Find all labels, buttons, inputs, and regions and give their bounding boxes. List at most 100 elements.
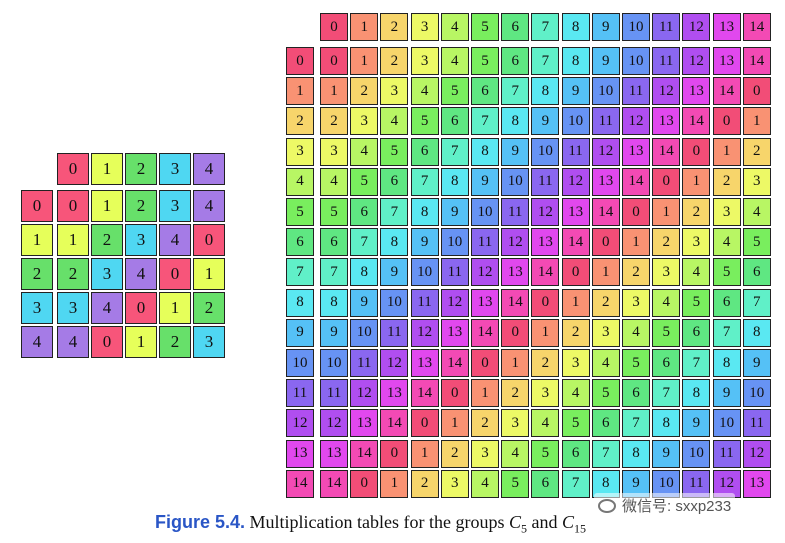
c15-table-cell: 1 <box>712 137 741 166</box>
caption-conjunction: and <box>531 512 558 532</box>
c15-table-cell: 2 <box>410 469 439 498</box>
c15-table-cell: 10 <box>320 349 348 377</box>
c15-table-cell: 11 <box>591 107 620 136</box>
c15-table-cell: 4 <box>531 409 560 438</box>
c5-column-header: 2 <box>125 153 157 185</box>
c15-table-cell: 13 <box>652 107 681 136</box>
c15-table-cell: 2 <box>622 258 650 287</box>
c15-table-cell: 6 <box>531 469 560 498</box>
c15-table-cell: 0 <box>440 379 469 408</box>
c15-table-cell: 6 <box>501 47 530 75</box>
c15-table-cell: 2 <box>320 107 348 136</box>
c5-table-cell: 3 <box>91 258 123 290</box>
c5-table-cell: 0 <box>91 326 123 358</box>
c15-table-cell: 2 <box>561 318 590 347</box>
c15-table-cell: 14 <box>501 288 530 317</box>
c15-table-cell: 0 <box>682 137 711 166</box>
c15-table-cell: 2 <box>380 47 409 75</box>
c15-column-header: 9 <box>591 13 620 41</box>
c15-table-cell: 9 <box>742 349 771 377</box>
c15-row-header: 6 <box>286 228 314 257</box>
c15-table-cell: 3 <box>471 439 499 468</box>
c15-table-cell: 8 <box>471 137 499 166</box>
c5-table-cell: 3 <box>57 292 89 324</box>
c15-table-cell: 13 <box>501 258 530 287</box>
c15-table-cell: 1 <box>501 349 530 377</box>
c15-table-cell: 10 <box>350 318 379 347</box>
c5-table-cell: 2 <box>91 224 123 256</box>
c15-table-cell: 5 <box>682 288 711 317</box>
c15-table-cell: 2 <box>742 137 771 166</box>
c15-table-cell: 3 <box>652 258 681 287</box>
c15-table-cell: 7 <box>531 47 560 75</box>
c15-table-cell: 13 <box>561 198 590 226</box>
c15-table-cell: 0 <box>652 167 681 196</box>
c15-row-header: 9 <box>286 318 314 347</box>
c5-table-cell: 1 <box>193 258 225 290</box>
c5-column-header: 1 <box>91 153 123 185</box>
c15-table-cell: 1 <box>531 318 560 347</box>
c15-table-cell: 10 <box>440 228 469 257</box>
c15-table-cell: 13 <box>531 228 560 257</box>
watermark: 微信号: sxxp233 <box>594 493 736 518</box>
c15-table-cell: 13 <box>471 288 499 317</box>
c15-table-cell: 5 <box>440 77 469 106</box>
c15-table-cell: 1 <box>622 228 650 257</box>
c15-table-cell: 6 <box>440 107 469 136</box>
c5-table-cell: 2 <box>159 326 191 358</box>
c5-table-cell: 4 <box>159 224 191 256</box>
c15-table-cell: 11 <box>712 439 741 468</box>
c15-column-header: 5 <box>471 13 499 41</box>
c15-table-cell: 5 <box>561 409 590 438</box>
c15-table-cell: 2 <box>712 167 741 196</box>
c15-table-cell: 3 <box>531 379 560 408</box>
c15-column-header: 4 <box>440 13 469 41</box>
c15-table-cell: 5 <box>652 318 681 347</box>
c15-table-cell: 8 <box>712 349 741 377</box>
c15-table-cell: 2 <box>350 77 379 106</box>
c15-column-header: 14 <box>742 13 771 41</box>
c15-table-cell: 1 <box>440 409 469 438</box>
c15-column-header: 13 <box>712 13 741 41</box>
c15-table-cell: 4 <box>682 258 711 287</box>
c15-table-cell: 11 <box>652 47 681 75</box>
c15-table-cell: 12 <box>471 258 499 287</box>
c15-table-cell: 14 <box>350 439 379 468</box>
c15-column-header: 3 <box>410 13 439 41</box>
c15-table-cell: 12 <box>682 47 711 75</box>
c15-table-cell: 14 <box>652 137 681 166</box>
c15-table-cell: 14 <box>742 47 771 75</box>
c15-row-header: 5 <box>286 198 314 226</box>
c15-column-header: 6 <box>501 13 530 41</box>
c5-column-header: 3 <box>159 153 191 185</box>
c15-table-cell: 7 <box>712 318 741 347</box>
c15-table-cell: 6 <box>622 379 650 408</box>
c5-table-cell: 0 <box>159 258 191 290</box>
c15-table-cell: 11 <box>501 198 530 226</box>
c15-table-cell: 12 <box>320 409 348 438</box>
c15-table-cell: 8 <box>320 288 348 317</box>
c15-table-cell: 7 <box>410 167 439 196</box>
c15-table-cell: 0 <box>622 198 650 226</box>
c15-table-cell: 14 <box>380 409 409 438</box>
c15-row-header: 10 <box>286 349 314 377</box>
c15-table-cell: 5 <box>712 258 741 287</box>
c15-table-cell: 8 <box>682 379 711 408</box>
c15-table-cell: 8 <box>561 47 590 75</box>
c15-table-cell: 11 <box>622 77 650 106</box>
c5-table-cell: 3 <box>159 190 191 222</box>
c15-table-cell: 0 <box>501 318 530 347</box>
c15-table-cell: 8 <box>380 228 409 257</box>
c15-table-cell: 0 <box>591 228 620 257</box>
c15-table-cell: 4 <box>380 107 409 136</box>
c15-table-cell: 14 <box>320 469 348 498</box>
c15-table-cell: 4 <box>652 288 681 317</box>
c15-table-cell: 11 <box>561 137 590 166</box>
c15-table-cell: 10 <box>531 137 560 166</box>
c15-table-cell: 14 <box>471 318 499 347</box>
c15-table-cell: 12 <box>742 439 771 468</box>
c15-table-cell: 9 <box>682 409 711 438</box>
c15-table-cell: 9 <box>531 107 560 136</box>
c15-table-cell: 0 <box>531 288 560 317</box>
c15-row-header: 3 <box>286 137 314 166</box>
